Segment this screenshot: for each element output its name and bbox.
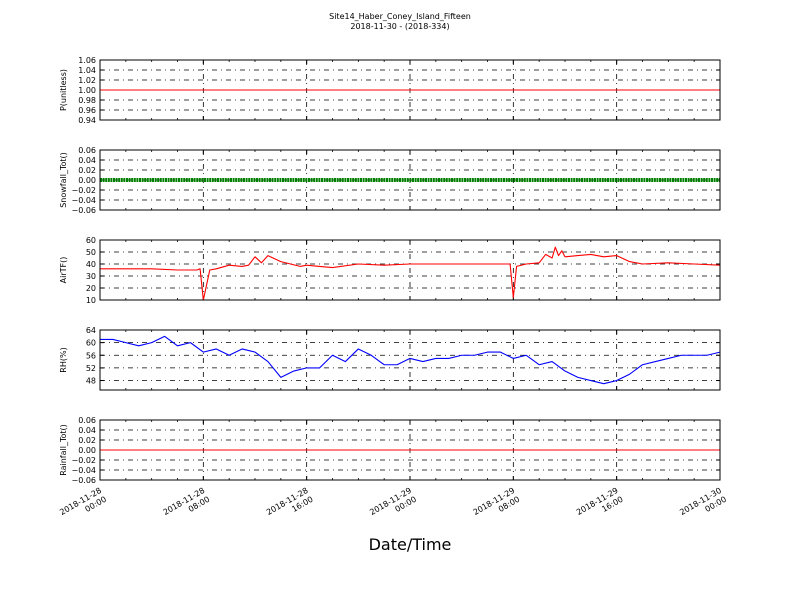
axes-frame [99, 419, 721, 481]
y-tick-label: 40 [86, 260, 96, 269]
y-tick-label: −0.06 [71, 206, 96, 215]
axes-frame [99, 239, 721, 301]
y-tick-label: 0.98 [78, 96, 96, 105]
y-tick-label: 64 [86, 326, 96, 335]
y-tick-label: −0.02 [71, 186, 96, 195]
series-line [100, 246, 721, 301]
y-tick-label: 1.00 [78, 86, 96, 95]
y-axis-label: AirTF() [59, 257, 68, 284]
y-axis-label: Snowfall_Tot() [59, 152, 68, 208]
y-tick-label: 1.04 [78, 66, 96, 75]
y-axis-label: RH(%) [59, 347, 68, 372]
y-tick-label: 1.02 [78, 76, 96, 85]
y-tick-label: 0.06 [78, 146, 96, 155]
y-tick-label: 0.04 [78, 156, 96, 165]
y-tick-label: −0.06 [71, 476, 96, 485]
axes-frame [99, 149, 721, 211]
y-tick-label: 60 [86, 339, 96, 348]
y-tick-label: 50 [86, 248, 96, 257]
y-tick-label: 0.00 [78, 446, 96, 455]
x-tick-label: 2018-11-2808:00 [162, 486, 212, 526]
x-axis: 2018-11-2800:00 2018-11-2808:00 2018-11-28… [58, 486, 728, 526]
y-tick-label: 0.06 [78, 416, 96, 425]
y-tick-label: 0.96 [78, 106, 96, 115]
y-tick-label: 20 [86, 284, 96, 293]
y-tick-label: 52 [86, 364, 96, 373]
y-axis-label: P(unitless) [59, 69, 68, 111]
axes-frame [99, 59, 721, 121]
y-tick-label: 30 [86, 272, 96, 281]
x-tick-label: 2018-11-2800:00 [58, 486, 108, 526]
x-tick-label: 2018-11-2900:00 [368, 486, 418, 526]
y-tick-label: 0.04 [78, 426, 96, 435]
x-axis-label: Date/Time [369, 535, 452, 554]
chart-subtitle: 2018-11-30 - (2018-334) [350, 22, 449, 31]
axes-frame [99, 329, 721, 391]
y-tick-label: −0.04 [71, 466, 96, 475]
y-tick-label: 0.02 [78, 166, 96, 175]
y-tick-label: 0.02 [78, 436, 96, 445]
subplot-4: 64 60 56 52 48 RH(%) [59, 326, 721, 391]
y-tick-label: 56 [86, 351, 96, 360]
y-tick-label: −0.02 [71, 456, 96, 465]
x-tick-label: 2018-11-3000:00 [678, 486, 728, 526]
y-tick-label: 0.94 [78, 116, 96, 125]
subplot-2: 0.060.040.020.00−0.02−0.04−0.06Snowfall_… [59, 146, 721, 215]
y-tick-label: 1.06 [78, 56, 96, 65]
y-tick-label: 48 [86, 377, 96, 386]
series-line [100, 335, 721, 385]
x-tick-label: 2018-11-2908:00 [472, 486, 522, 526]
x-tick-label: 2018-11-2916:00 [575, 486, 625, 526]
subplot-3: 60 50 40 30 20 10 AirTF() [59, 236, 721, 305]
subplot-5: 0.060.040.020.00−0.02−0.04−0.06Rainfall_… [59, 416, 721, 485]
y-axis-label: Rainfall_Tot() [59, 424, 68, 476]
subplot-1: 1.061.041.021.000.980.960.94 P(unitless) [59, 56, 721, 125]
x-tick-label: 2018-11-2816:00 [265, 486, 315, 526]
y-tick-label: −0.04 [71, 196, 96, 205]
chart-title: Site14_Haber_Coney_Island_Fifteen [329, 12, 471, 21]
y-tick-label: 0.00 [78, 176, 96, 185]
y-tick-label: 10 [86, 296, 96, 305]
subplots: 1.061.041.021.000.980.960.94 P(unitless) 0… [59, 56, 721, 485]
y-tick-label: 60 [86, 236, 96, 245]
